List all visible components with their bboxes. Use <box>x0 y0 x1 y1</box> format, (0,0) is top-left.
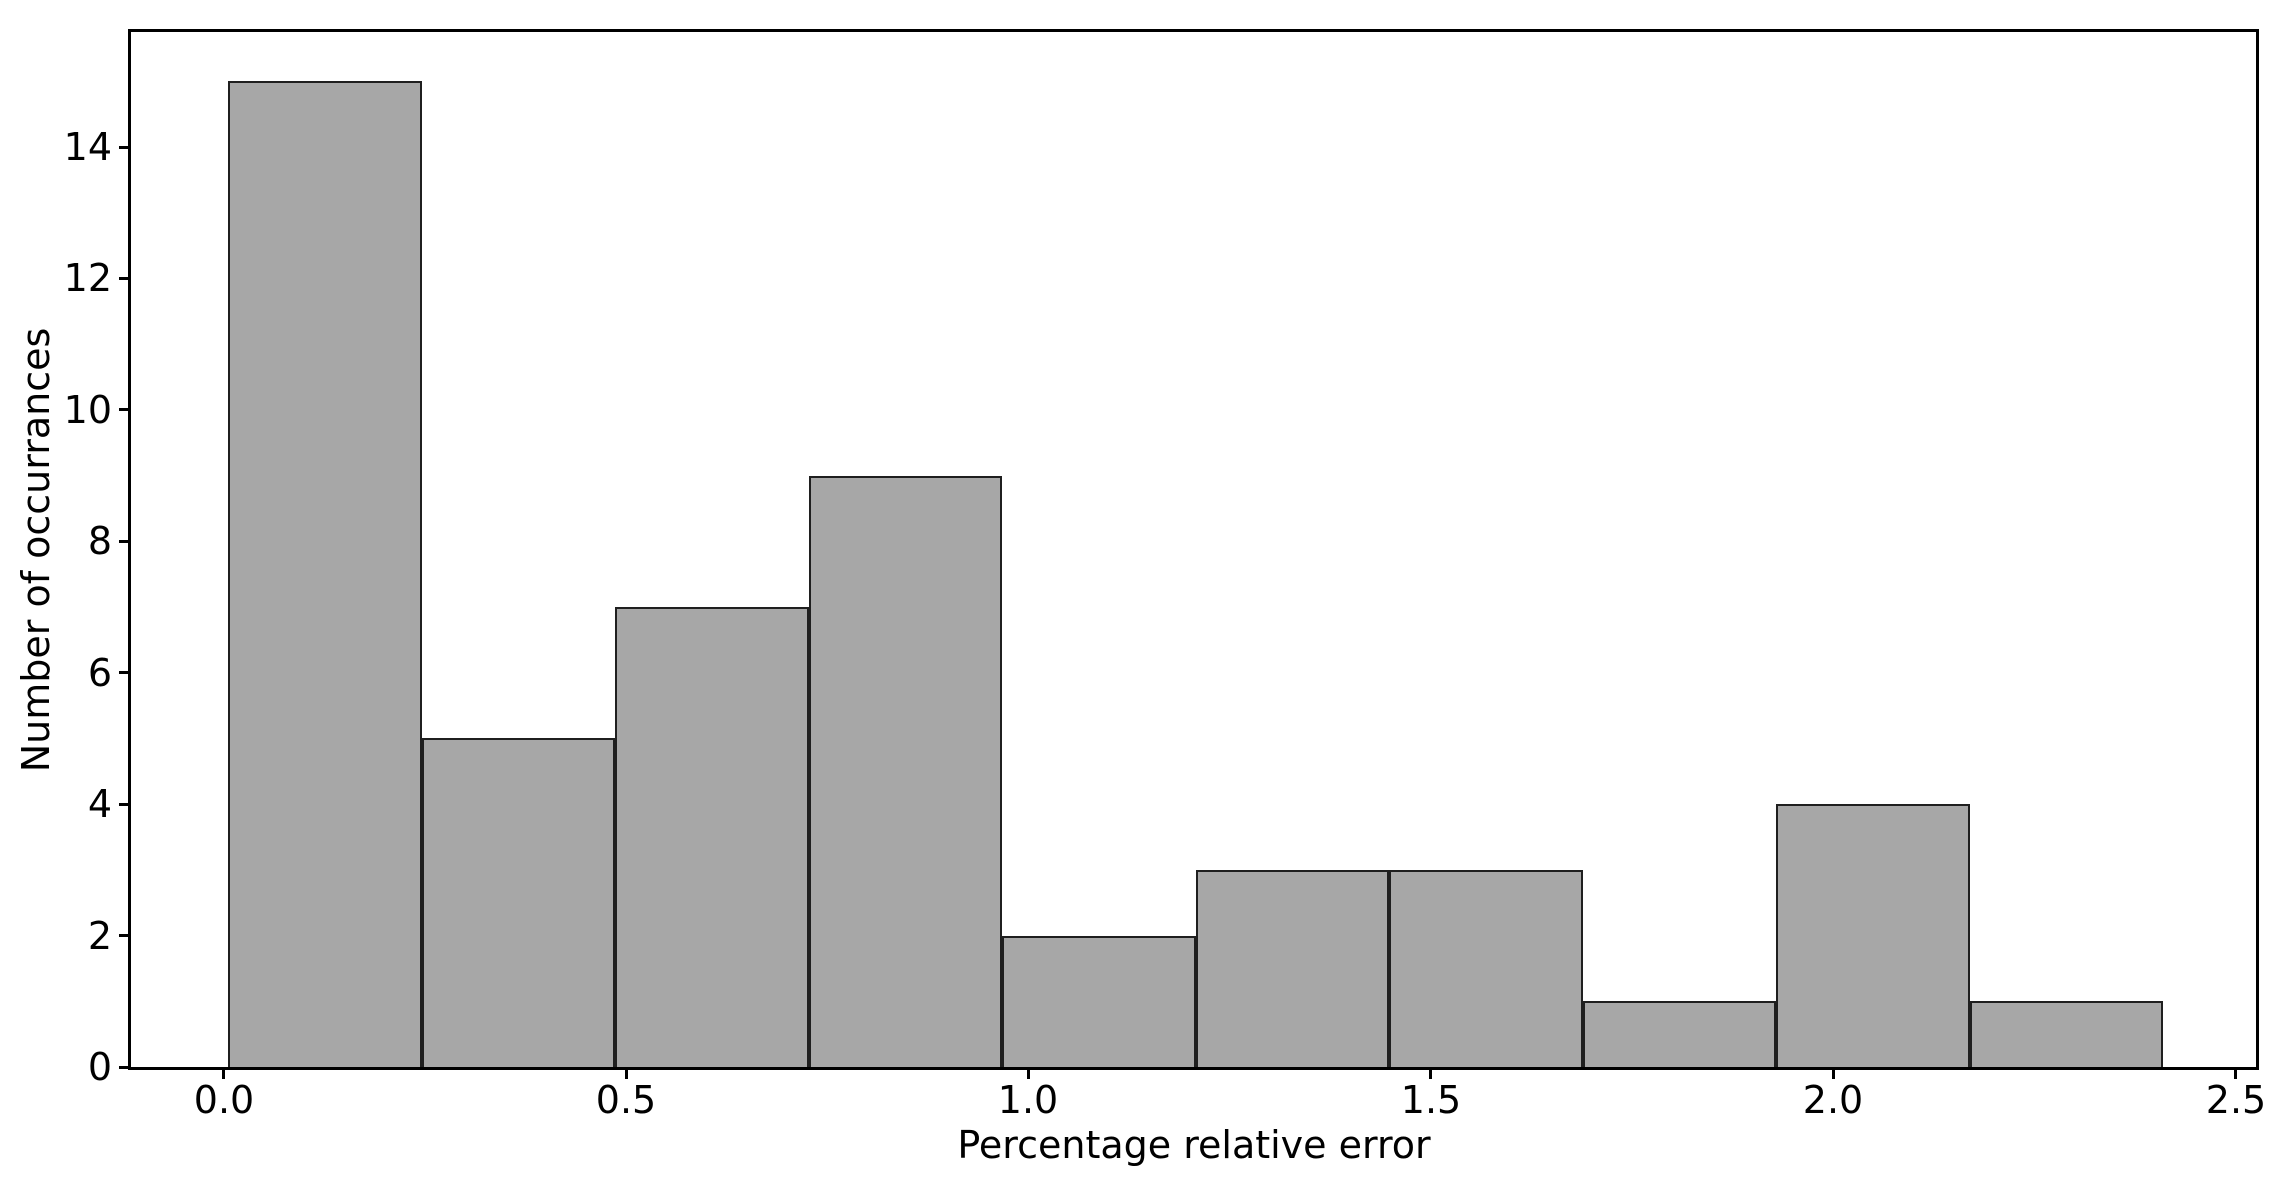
x-tick-label: 0.0 <box>193 1078 255 1122</box>
y-tick-label: 0 <box>87 1045 112 1089</box>
y-tick-mark <box>119 934 128 937</box>
x-tick-label: 2.5 <box>2205 1078 2267 1122</box>
histogram-bar <box>615 607 809 1067</box>
histogram-bar <box>1583 1001 1776 1067</box>
x-tick-mark <box>625 1070 628 1079</box>
y-tick-mark <box>119 671 128 674</box>
y-tick-label: 4 <box>87 782 112 826</box>
y-tick-mark <box>119 1066 128 1069</box>
y-tick-mark <box>119 803 128 806</box>
x-tick-mark <box>222 1070 225 1079</box>
x-tick-mark <box>2234 1070 2237 1079</box>
x-tick-mark <box>1832 1070 1835 1079</box>
y-tick-label: 12 <box>63 256 112 300</box>
x-tick-mark <box>1027 1070 1030 1079</box>
x-tick-label: 2.0 <box>1802 1078 1864 1122</box>
x-tick-label: 0.5 <box>595 1078 657 1122</box>
histogram-bar <box>1776 804 1970 1067</box>
histogram-bar <box>809 476 1002 1067</box>
histogram-bar <box>1196 870 1389 1067</box>
histogram-bar <box>1389 870 1583 1067</box>
y-tick-mark <box>119 277 128 280</box>
x-tick-label: 1.0 <box>997 1078 1059 1122</box>
y-tick-mark <box>119 408 128 411</box>
x-tick-label: 1.5 <box>1400 1078 1462 1122</box>
histogram-bar <box>1970 1001 2163 1067</box>
x-tick-mark <box>1429 1070 1432 1079</box>
x-axis-label: Percentage relative error <box>957 1123 1431 1167</box>
plot-area <box>128 29 2259 1070</box>
histogram-bar <box>228 81 422 1067</box>
histogram-bar <box>422 738 615 1067</box>
y-tick-mark <box>119 146 128 149</box>
y-tick-mark <box>119 540 128 543</box>
y-tick-label: 14 <box>63 125 112 169</box>
y-tick-label: 2 <box>87 914 112 958</box>
y-axis-label: Number of occurrances <box>14 327 58 773</box>
histogram-bar <box>1002 936 1196 1067</box>
